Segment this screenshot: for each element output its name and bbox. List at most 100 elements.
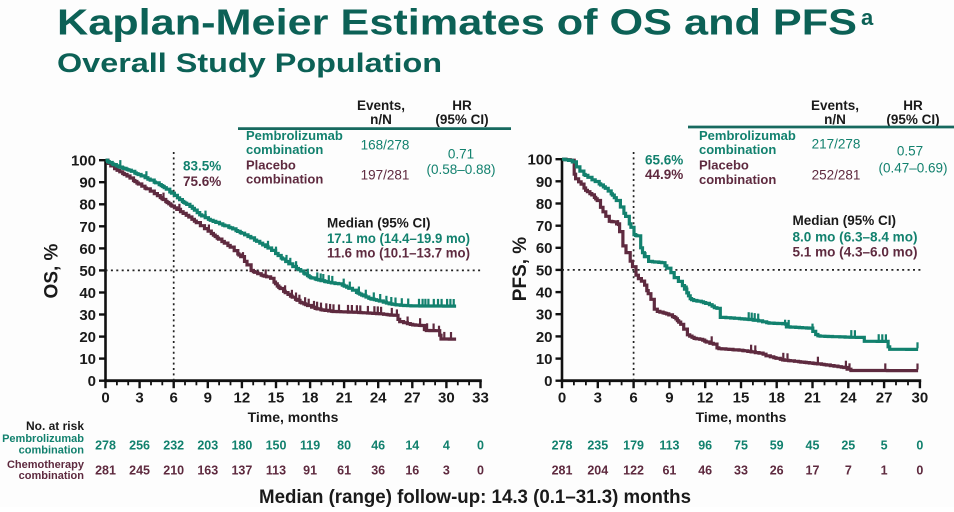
- svg-text:20: 20: [79, 329, 96, 346]
- svg-text:80: 80: [337, 439, 351, 453]
- svg-text:combination: combination: [19, 445, 85, 457]
- svg-text:61: 61: [337, 464, 351, 478]
- svg-text:a: a: [861, 5, 874, 30]
- svg-text:10: 10: [79, 351, 96, 368]
- svg-text:113: 113: [659, 439, 679, 453]
- svg-text:21: 21: [804, 390, 821, 407]
- svg-text:60: 60: [79, 241, 96, 258]
- svg-text:30: 30: [912, 390, 929, 407]
- svg-text:5: 5: [881, 439, 888, 453]
- svg-text:3: 3: [594, 390, 602, 407]
- svg-text:30: 30: [438, 390, 455, 407]
- svg-text:235: 235: [587, 439, 608, 453]
- svg-text:204: 204: [587, 464, 608, 478]
- svg-text:40: 40: [536, 285, 553, 302]
- svg-text:10: 10: [536, 351, 553, 368]
- svg-text:179: 179: [623, 439, 644, 453]
- svg-text:18: 18: [768, 390, 785, 407]
- svg-text:180: 180: [231, 439, 252, 453]
- svg-text:36: 36: [371, 464, 385, 478]
- svg-text:46: 46: [698, 464, 712, 478]
- svg-text:combination: combination: [246, 172, 323, 187]
- svg-text:40: 40: [79, 285, 96, 302]
- svg-text:PFS, %: PFS, %: [510, 237, 531, 302]
- svg-text:217/278: 217/278: [812, 137, 861, 152]
- svg-text:278: 278: [95, 439, 116, 453]
- svg-text:44.9%: 44.9%: [645, 167, 683, 182]
- svg-text:278: 278: [552, 439, 573, 453]
- svg-text:65.6%: 65.6%: [645, 153, 683, 168]
- svg-text:80: 80: [536, 196, 553, 213]
- svg-text:0.57: 0.57: [897, 144, 923, 159]
- svg-text:combination: combination: [246, 142, 323, 157]
- svg-text:0: 0: [477, 439, 484, 453]
- svg-text:60: 60: [536, 240, 553, 257]
- svg-text:0: 0: [101, 390, 109, 407]
- svg-text:256: 256: [129, 439, 150, 453]
- svg-text:33: 33: [472, 390, 489, 407]
- svg-text:0: 0: [477, 464, 484, 478]
- svg-text:Median (95% CI): Median (95% CI): [793, 213, 897, 228]
- svg-text:90: 90: [79, 175, 96, 192]
- svg-text:0.71: 0.71: [448, 147, 474, 162]
- svg-text:combination: combination: [19, 470, 85, 482]
- svg-text:59: 59: [770, 439, 784, 453]
- svg-text:0: 0: [544, 373, 552, 390]
- svg-text:16: 16: [405, 464, 419, 478]
- svg-text:HR: HR: [903, 98, 923, 113]
- svg-text:15: 15: [268, 390, 285, 407]
- svg-text:5.1 mo (4.3–6.0 mo): 5.1 mo (4.3–6.0 mo): [793, 245, 918, 260]
- svg-text:100: 100: [527, 152, 552, 169]
- svg-text:17: 17: [806, 464, 820, 478]
- svg-text:61: 61: [662, 464, 676, 478]
- svg-text:150: 150: [266, 439, 287, 453]
- svg-text:70: 70: [536, 218, 553, 235]
- svg-text:12: 12: [697, 390, 714, 407]
- svg-text:33: 33: [734, 464, 748, 478]
- svg-text:0: 0: [558, 390, 566, 407]
- svg-text:90: 90: [536, 174, 553, 191]
- svg-text:163: 163: [197, 464, 218, 478]
- svg-text:96: 96: [698, 439, 712, 453]
- svg-text:11.6 mo (10.1–13.7 mo): 11.6 mo (10.1–13.7 mo): [327, 246, 470, 261]
- svg-text:n/N: n/N: [824, 112, 846, 127]
- svg-text:Pembrolizumab: Pembrolizumab: [2, 433, 84, 445]
- svg-text:0: 0: [916, 464, 923, 478]
- svg-text:Median (95% CI): Median (95% CI): [327, 216, 431, 231]
- svg-text:0: 0: [916, 439, 923, 453]
- svg-text:25: 25: [841, 439, 855, 453]
- svg-text:24: 24: [840, 390, 857, 407]
- svg-text:Median (range) follow-up: 14.3: Median (range) follow-up: 14.3 (0.1–31.3…: [259, 486, 691, 507]
- svg-text:9: 9: [204, 390, 212, 407]
- svg-text:Events,: Events,: [811, 98, 859, 113]
- svg-text:combination: combination: [699, 172, 776, 187]
- svg-text:(0.47–0.69): (0.47–0.69): [878, 161, 947, 176]
- svg-text:17.1 mo (14.4–19.9 mo): 17.1 mo (14.4–19.9 mo): [327, 231, 470, 246]
- svg-text:281: 281: [95, 464, 116, 478]
- svg-text:(95% CI): (95% CI): [886, 112, 939, 127]
- svg-text:168/278: 168/278: [361, 138, 410, 153]
- svg-text:46: 46: [371, 439, 385, 453]
- svg-text:91: 91: [303, 464, 317, 478]
- svg-text:3: 3: [135, 390, 143, 407]
- svg-text:12: 12: [234, 390, 251, 407]
- svg-text:6: 6: [629, 390, 637, 407]
- svg-text:245: 245: [129, 464, 150, 478]
- svg-text:14: 14: [405, 439, 419, 453]
- svg-text:70: 70: [79, 219, 96, 236]
- svg-text:210: 210: [163, 464, 184, 478]
- svg-text:20: 20: [536, 329, 553, 346]
- svg-text:OS, %: OS, %: [42, 243, 63, 298]
- svg-text:122: 122: [623, 464, 644, 478]
- svg-text:27: 27: [876, 390, 893, 407]
- svg-text:119: 119: [300, 439, 320, 453]
- svg-text:281: 281: [552, 464, 573, 478]
- svg-text:9: 9: [665, 390, 673, 407]
- svg-text:Events,: Events,: [357, 98, 405, 113]
- svg-text:Pembrolizumab: Pembrolizumab: [246, 128, 343, 143]
- svg-text:75.6%: 75.6%: [183, 174, 221, 189]
- svg-text:Pembrolizumab: Pembrolizumab: [699, 128, 796, 143]
- svg-text:No. at risk: No. at risk: [26, 419, 84, 433]
- svg-text:18: 18: [302, 390, 319, 407]
- svg-text:50: 50: [79, 263, 96, 280]
